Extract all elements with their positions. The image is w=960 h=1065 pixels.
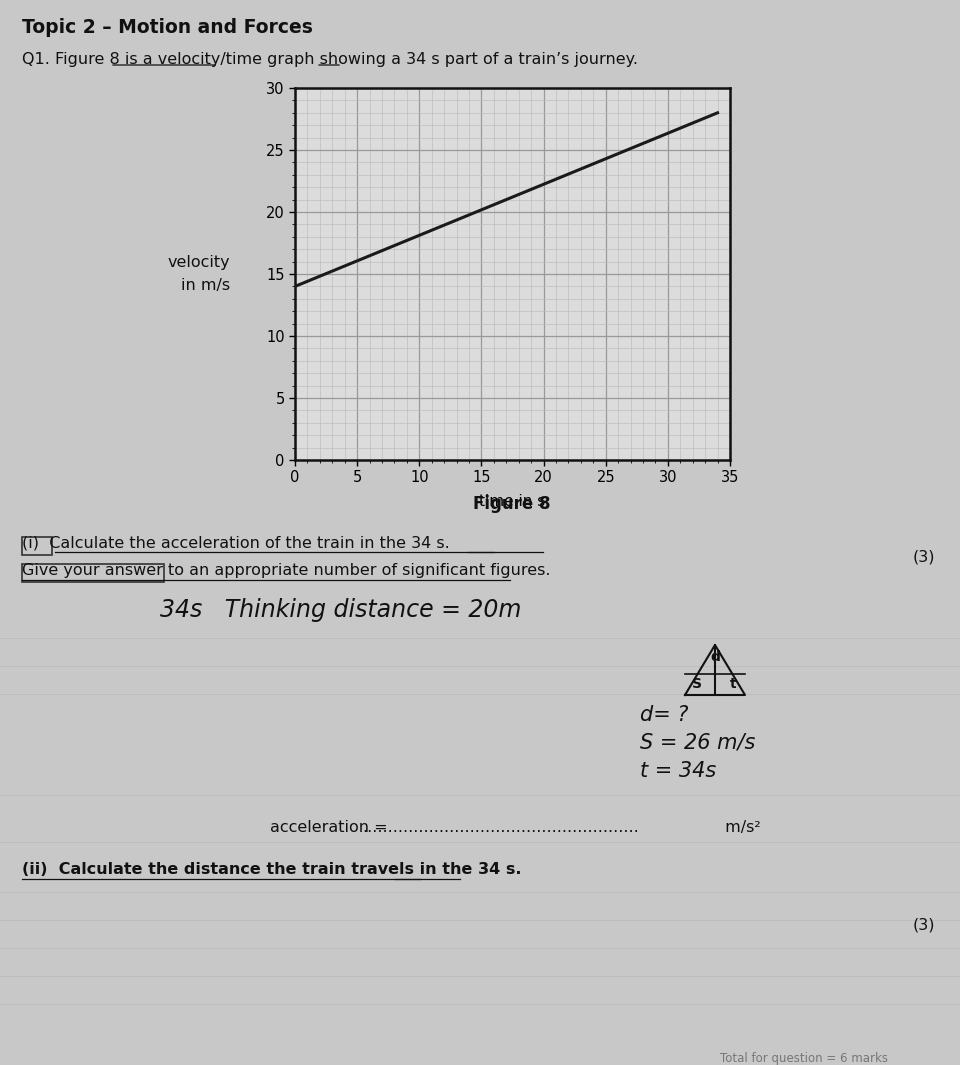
Text: Total for question = 6 marks: Total for question = 6 marks bbox=[720, 1052, 888, 1065]
Text: t: t bbox=[730, 677, 736, 691]
Text: S: S bbox=[692, 677, 702, 691]
Text: t = 34s: t = 34s bbox=[640, 761, 716, 781]
Text: ......................................................: ........................................… bbox=[362, 820, 638, 835]
Text: velocity: velocity bbox=[167, 255, 230, 271]
Text: m/s²: m/s² bbox=[720, 820, 760, 835]
Text: acceleration =: acceleration = bbox=[270, 820, 393, 835]
Text: (3): (3) bbox=[913, 917, 935, 932]
Text: d: d bbox=[710, 650, 720, 663]
Text: 34s   Thinking distance = 20m: 34s Thinking distance = 20m bbox=[160, 599, 521, 622]
Text: d= ?: d= ? bbox=[640, 705, 688, 725]
Text: Figure 8: Figure 8 bbox=[473, 495, 551, 513]
Text: (3): (3) bbox=[913, 548, 935, 564]
X-axis label: time in s: time in s bbox=[479, 494, 545, 509]
Text: Topic 2 – Motion and Forces: Topic 2 – Motion and Forces bbox=[22, 18, 313, 37]
Text: (i)  Calculate the acceleration of the train in the 34 s.: (i) Calculate the acceleration of the tr… bbox=[22, 535, 449, 550]
Text: in m/s: in m/s bbox=[180, 278, 230, 293]
Text: (ii)  Calculate the distance the train travels in the 34 s.: (ii) Calculate the distance the train tr… bbox=[22, 862, 521, 876]
Text: S = 26 m/s: S = 26 m/s bbox=[640, 733, 756, 753]
Text: Give your answer to an appropriate number of significant figures.: Give your answer to an appropriate numbe… bbox=[22, 563, 550, 578]
Text: Q1. Figure 8 is a velocity/time graph showing a 34 s part of a train’s journey.: Q1. Figure 8 is a velocity/time graph sh… bbox=[22, 52, 638, 67]
